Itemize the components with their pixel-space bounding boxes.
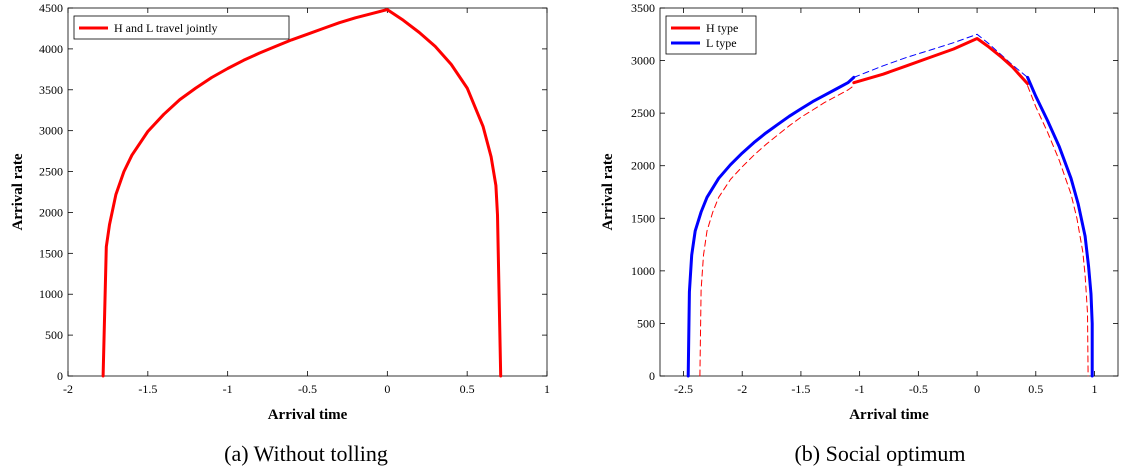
x-tick-label: -2.5 (674, 382, 693, 396)
y-tick-label: 2000 (631, 159, 655, 173)
y-tick-label: 0 (57, 369, 63, 383)
x-tick-label: 0 (974, 382, 980, 396)
x-tick-label: 1 (544, 382, 550, 396)
series-line-2 (853, 33, 1029, 78)
x-tick-label: 0.5 (460, 382, 475, 396)
y-axis-label: Arrival rate (600, 153, 616, 230)
y-tick-label: 1000 (631, 264, 655, 278)
y-tick-label: 3000 (39, 124, 63, 138)
x-tick-label: 0.5 (1028, 382, 1043, 396)
y-tick-label: 4500 (39, 1, 63, 15)
legend-box (665, 15, 757, 55)
x-tick-label: 0 (384, 382, 390, 396)
panel-b-chart: -2.5 -2 -1.5 -1 -0.5 0 0.5 1 0 500 1000 1500 2000 250… (600, 1, 1119, 423)
legend-label: H and L travel jointly (114, 21, 218, 35)
y-tick-label: 1500 (631, 211, 655, 225)
x-axis-label: Arrival time (268, 407, 348, 423)
y-tick-label: 2500 (631, 106, 655, 120)
y-axis-label: Arrival rate (10, 153, 26, 230)
y-tick-label: 1000 (39, 287, 63, 301)
x-tick-label: -1 (223, 382, 233, 396)
y-tick-label: 500 (45, 328, 63, 342)
series-line-0 (101, 8, 503, 378)
y-tick-label: 1500 (39, 246, 63, 260)
y-tick-label: 3500 (39, 83, 63, 97)
plot-area-box (67, 7, 548, 377)
legend-label: H type (706, 21, 738, 35)
y-tick-label: 2500 (39, 165, 63, 179)
caption-b: (b) Social optimum (794, 441, 965, 466)
series-line-0 (852, 37, 1030, 86)
caption-a: (a) Without tolling (224, 441, 388, 466)
y-tick-label: 2000 (39, 205, 63, 219)
series-line-1-seg0 (686, 75, 856, 378)
x-tick-label: -2 (63, 382, 73, 396)
x-axis-label: Arrival time (849, 407, 929, 423)
legend-box (73, 15, 290, 40)
plot-area-box (659, 7, 1119, 377)
y-tick-label: 500 (637, 316, 655, 330)
y-tick-label: 0 (649, 369, 655, 383)
x-tick-label: -1.5 (791, 382, 810, 396)
y-tick-label: 4000 (39, 42, 63, 56)
x-tick-label: 1 (1092, 382, 1098, 396)
panel-a-chart: -2 -1.5 -1 -0.5 0 0.5 1 0 500 1000 1500 2000 2500 300… (10, 1, 550, 423)
series-line-3-seg1 (1027, 85, 1089, 377)
legend-label: L type (706, 36, 737, 50)
x-tick-label: -0.5 (298, 382, 317, 396)
x-tick-label: -2 (737, 382, 747, 396)
y-tick-label: 3000 (631, 54, 655, 68)
x-tick-label: -1 (855, 382, 865, 396)
x-tick-label: -1.5 (138, 382, 157, 396)
x-tick-label: -0.5 (909, 382, 928, 396)
series-line-1-seg1 (1026, 75, 1094, 378)
series-line-3-seg0 (699, 85, 855, 377)
y-tick-label: 3500 (631, 1, 655, 15)
